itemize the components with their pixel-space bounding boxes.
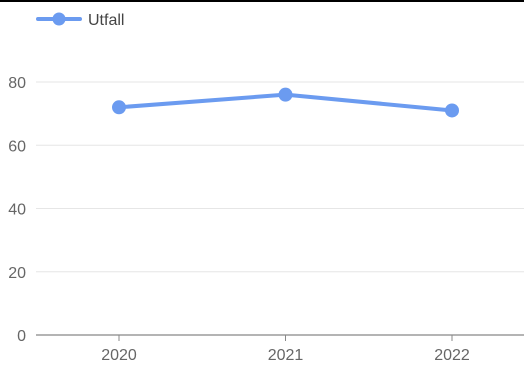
y-tick-label: 80: [8, 75, 26, 92]
y-tick-label: 60: [8, 138, 26, 155]
y-tick-label: 20: [8, 265, 26, 282]
legend-marker: [52, 12, 66, 26]
x-tick-label: 2022: [434, 347, 470, 361]
legend-label[interactable]: Utfall: [88, 12, 124, 29]
y-tick-label: 40: [8, 202, 26, 219]
data-point[interactable]: [278, 87, 293, 102]
x-tick-label: 2021: [268, 347, 304, 361]
top-border: [0, 0, 524, 2]
y-tick-label: 0: [17, 328, 26, 345]
data-point[interactable]: [445, 103, 459, 118]
y-axis-ticks: 0 20 40 60 80: [8, 75, 26, 345]
legend[interactable]: Utfall: [36, 12, 124, 29]
gridlines: [36, 81, 524, 336]
data-point[interactable]: [112, 100, 126, 115]
x-axis-ticks: 2020 2021 2022: [101, 335, 470, 364]
x-tick-label: 2020: [101, 347, 137, 361]
series-layer: [112, 87, 459, 118]
